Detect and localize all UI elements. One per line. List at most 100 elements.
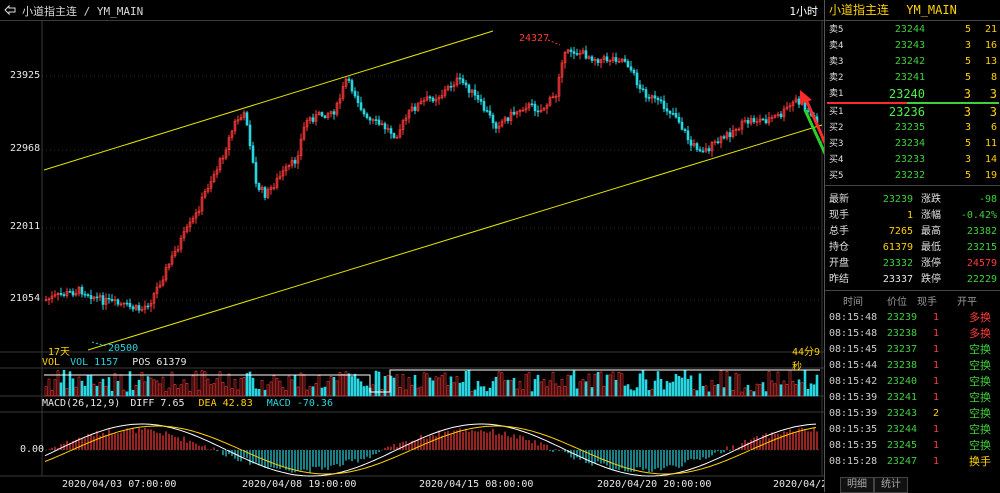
volume-bar xyxy=(659,379,663,397)
period-selector[interactable]: 1小时 xyxy=(789,5,818,18)
tab-detail[interactable]: 明细 xyxy=(840,477,874,493)
volume-bar xyxy=(566,374,570,397)
stat-row: 总手 7265 最高 23382 xyxy=(825,224,1000,240)
candle-body xyxy=(431,97,435,102)
candle-body xyxy=(569,49,573,52)
bid-row[interactable]: 买3 23234 5 11 xyxy=(825,136,1000,152)
trade-row[interactable]: 08:15:44 23238 1 空换 xyxy=(825,358,1000,374)
chart-canvas[interactable] xyxy=(0,0,824,492)
candle-body xyxy=(761,118,765,121)
volume-bar xyxy=(257,389,261,397)
candle-body xyxy=(314,114,318,122)
candle-body xyxy=(89,295,93,300)
trade-row[interactable]: 08:15:28 23247 1 换手 xyxy=(825,454,1000,470)
volume-bar xyxy=(137,379,141,397)
level-label: 买1 xyxy=(829,107,844,117)
volume-bar xyxy=(497,371,501,397)
bottom-tabs: 明细 统计 xyxy=(840,476,1000,493)
x-tick-label: 2020/04/08 19:00:00 xyxy=(242,479,357,490)
annotation-arrow-green xyxy=(803,109,824,155)
candle-body xyxy=(647,97,651,99)
candle-body xyxy=(422,99,426,102)
volume-bar xyxy=(317,375,321,397)
candle-body xyxy=(722,136,726,139)
trade-volume: 1 xyxy=(932,392,939,403)
trade-row[interactable]: 08:15:39 23243 2 空换 xyxy=(825,406,1000,422)
trade-row[interactable]: 08:15:39 23241 1 空换 xyxy=(825,390,1000,406)
candle-body xyxy=(770,117,774,119)
trade-row[interactable]: 08:15:45 23237 1 空换 xyxy=(825,342,1000,358)
candle-body xyxy=(347,78,351,81)
volume-bar xyxy=(680,377,684,397)
trade-row[interactable]: 08:15:35 23244 1 空换 xyxy=(825,422,1000,438)
back-arrow-icon[interactable] xyxy=(4,4,18,16)
volume-bar xyxy=(470,391,474,397)
candle-body xyxy=(290,159,294,166)
volume-bar xyxy=(701,385,705,397)
volume-bar xyxy=(332,377,336,397)
volume-bar xyxy=(719,370,723,397)
volume-bar xyxy=(674,374,678,397)
bid-row[interactable]: 买1 23236 3 3 xyxy=(825,104,1000,120)
volume-bar xyxy=(638,373,642,397)
trade-kind: 多换 xyxy=(969,311,991,324)
trade-row[interactable]: 08:15:42 23240 1 空换 xyxy=(825,374,1000,390)
candle-body xyxy=(245,112,249,126)
chart-area[interactable]: 小道指主连 / YM_MAIN 1小时 23925 22968 22011 21… xyxy=(0,0,833,492)
volume-bar xyxy=(200,370,204,397)
candle-body xyxy=(296,155,300,164)
candle-body xyxy=(128,303,132,308)
ask-row[interactable]: 卖1 23240 3 3 xyxy=(825,86,1000,102)
candle-body xyxy=(683,129,687,132)
candle-body xyxy=(380,123,384,125)
volume-bar xyxy=(314,382,318,397)
trade-row[interactable]: 08:15:35 23245 1 空换 xyxy=(825,438,1000,454)
volume-bar xyxy=(155,380,159,397)
tab-stats[interactable]: 统计 xyxy=(874,477,908,493)
volume-bar xyxy=(791,380,795,397)
ask-row[interactable]: 卖5 23244 5 21 xyxy=(825,22,1000,38)
volume-bar xyxy=(812,384,816,397)
candle-body xyxy=(200,196,204,212)
bid-row[interactable]: 买4 23233 3 14 xyxy=(825,152,1000,168)
volume-bar xyxy=(716,384,720,397)
candle-body xyxy=(173,250,177,257)
candle-body xyxy=(413,106,417,111)
candle-body xyxy=(98,295,102,298)
volume-bar xyxy=(344,371,348,397)
candle-body xyxy=(635,72,639,86)
volume-bar xyxy=(515,388,519,397)
bid-row[interactable]: 买2 23235 3 6 xyxy=(825,120,1000,136)
stat-value: 23382 xyxy=(966,226,997,237)
volume-bar xyxy=(524,374,528,397)
candle-body xyxy=(179,237,183,250)
candle-body xyxy=(437,97,441,100)
volume-bar xyxy=(140,371,144,397)
candle-body xyxy=(659,99,663,102)
trade-row[interactable]: 08:15:48 23238 1 多换 xyxy=(825,326,1000,342)
volume-bar xyxy=(359,381,363,397)
ask-row[interactable]: 卖4 23243 3 16 xyxy=(825,38,1000,54)
candle-body xyxy=(755,121,759,123)
volume-bar xyxy=(377,371,381,397)
volume-bar xyxy=(692,389,696,397)
volume-bar xyxy=(158,383,162,397)
candle-body xyxy=(278,175,282,179)
candle-body xyxy=(155,286,159,294)
trade-kind: 空换 xyxy=(969,407,991,420)
trade-row[interactable]: 08:15:48 23239 1 多换 xyxy=(825,310,1000,326)
volume-bar xyxy=(74,386,78,397)
candle-body xyxy=(794,98,798,103)
candle-body xyxy=(50,295,54,300)
candle-body xyxy=(653,95,657,99)
candle-body xyxy=(692,143,696,146)
ask-row[interactable]: 卖2 23241 5 8 xyxy=(825,70,1000,86)
volume-bar xyxy=(560,378,564,397)
stat-value: 7265 xyxy=(888,226,913,237)
volume-bar xyxy=(62,370,66,397)
ask-row[interactable]: 卖3 23242 5 13 xyxy=(825,54,1000,70)
candle-body xyxy=(134,305,138,310)
candle-body xyxy=(62,294,66,296)
volume-bar xyxy=(431,380,435,397)
bid-row[interactable]: 买5 23232 5 19 xyxy=(825,168,1000,184)
